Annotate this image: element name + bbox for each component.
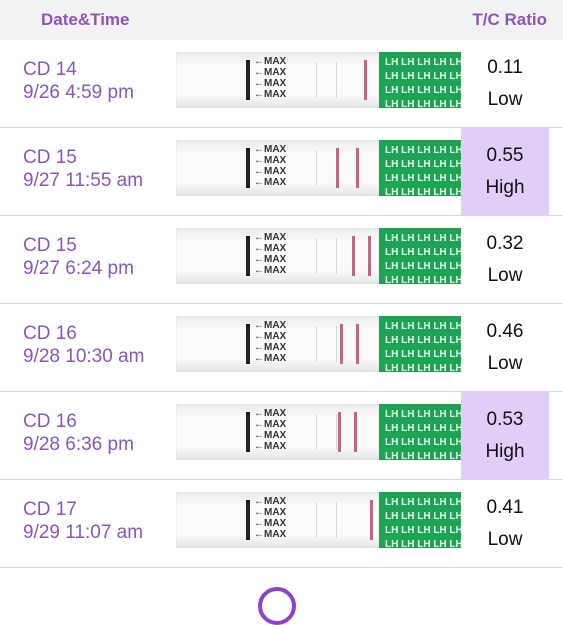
ratio-cell: 0.55 High (461, 128, 549, 216)
list-item[interactable]: CD 16 9/28 6:36 pm ←MAX ←MAX ←MAX ←MAX LH L… (0, 392, 563, 480)
strip-divider (316, 150, 317, 186)
test-line (370, 500, 373, 540)
strip-max-arrows: ←MAX ←MAX ←MAX ←MAX (254, 56, 287, 100)
strip-max-bar (246, 412, 250, 452)
ratio-value: 0.53 (486, 409, 524, 430)
strip-max-bar (246, 236, 250, 276)
test-time: 9/28 6:36 pm (23, 434, 134, 455)
ratio-cell: 0.32 Low (461, 216, 549, 304)
strip-brand-area: LH LH LH LH LH LH LH LH LH LH LH LH LH L… (379, 316, 461, 372)
test-strip-image: ←MAX ←MAX ←MAX ←MAX LH LH LH LH LH LH LH … (176, 228, 461, 284)
list-item[interactable]: CD 15 9/27 11:55 am ←MAX ←MAX ←MAX ←MAX LH … (0, 128, 563, 216)
test-line (340, 324, 343, 364)
cycle-day: CD 17 (23, 499, 77, 520)
ratio-value: 0.46 (486, 321, 524, 342)
test-strip-image: ←MAX ←MAX ←MAX ←MAX LH LH LH LH LH LH LH … (176, 404, 461, 460)
level-label: Low (487, 353, 523, 374)
test-strip-image: ←MAX ←MAX ←MAX ←MAX LH LH LH LH LH LH LH … (176, 492, 461, 548)
list-header: Date&Time T/C Ratio (0, 0, 563, 40)
test-datetime: CD 14 9/26 4:59 pm (23, 58, 134, 104)
test-datetime: CD 17 9/29 11:07 am (23, 498, 143, 544)
strip-max-bar (246, 148, 250, 188)
strip-divider (336, 502, 337, 538)
strip-brand-area: LH LH LH LH LH LH LH LH LH LH LH LH LH L… (379, 404, 461, 460)
test-datetime: CD 15 9/27 6:24 pm (23, 234, 134, 280)
strip-brand-area: LH LH LH LH LH LH LH LH LH LH LH LH LH L… (379, 228, 461, 284)
ratio-column-header: T/C Ratio (472, 10, 547, 29)
cycle-day: CD 16 (23, 411, 77, 432)
test-list: CD 14 9/26 4:59 pm ←MAX ←MAX ←MAX ←MAX LH L… (0, 40, 563, 568)
strip-divider (336, 62, 337, 98)
control-line (356, 148, 359, 188)
test-line (352, 236, 355, 276)
test-line (338, 412, 341, 452)
cycle-day: CD 14 (23, 59, 77, 80)
list-item[interactable]: CD 17 9/29 11:07 am ←MAX ←MAX ←MAX ←MAX LH … (0, 480, 563, 568)
level-label: Low (487, 89, 523, 110)
test-strip-image: ←MAX ←MAX ←MAX ←MAX LH LH LH LH LH LH LH … (176, 140, 461, 196)
strip-max-arrows: ←MAX ←MAX ←MAX ←MAX (254, 408, 287, 452)
strip-max-arrows: ←MAX ←MAX ←MAX ←MAX (254, 496, 287, 540)
test-strip-image: ←MAX ←MAX ←MAX ←MAX LH LH LH LH LH LH LH … (176, 52, 461, 108)
strip-brand-area: LH LH LH LH LH LH LH LH LH LH LH LH LH L… (379, 52, 461, 108)
strip-max-bar (246, 324, 250, 364)
strip-divider (336, 414, 337, 450)
strip-max-bar (246, 500, 250, 540)
level-label: Low (487, 529, 523, 550)
ratio-value: 0.11 (487, 57, 523, 78)
level-label: High (485, 177, 525, 198)
datetime-column-header: Date&Time (41, 10, 130, 29)
control-line (364, 60, 367, 100)
test-time: 9/28 10:30 am (23, 346, 145, 367)
test-datetime: CD 16 9/28 10:30 am (23, 322, 144, 368)
cycle-day: CD 15 (23, 147, 77, 168)
test-time: 9/26 4:59 pm (23, 82, 134, 103)
list-item[interactable]: CD 15 9/27 6:24 pm ←MAX ←MAX ←MAX ←MAX LH L… (0, 216, 563, 304)
strip-divider (316, 414, 317, 450)
control-line (354, 412, 357, 452)
level-label: Low (487, 265, 523, 286)
cycle-day: CD 16 (23, 323, 77, 344)
test-datetime: CD 16 9/28 6:36 pm (23, 410, 134, 456)
test-line (336, 148, 339, 188)
level-label: High (485, 441, 525, 462)
test-time: 9/27 11:55 am (23, 170, 144, 191)
strip-divider (316, 238, 317, 274)
ratio-cell: 0.53 High (461, 392, 549, 480)
strip-divider (316, 62, 317, 98)
test-strip-image: ←MAX ←MAX ←MAX ←MAX LH LH LH LH LH LH LH … (176, 316, 461, 372)
ratio-value: 0.32 (486, 233, 524, 254)
ratio-cell: 0.41 Low (461, 480, 549, 568)
control-line (368, 236, 371, 276)
strip-brand-area: LH LH LH LH LH LH LH LH LH LH LH LH LH L… (379, 140, 461, 196)
strip-max-arrows: ←MAX ←MAX ←MAX ←MAX (254, 144, 287, 188)
test-datetime: CD 15 9/27 11:55 am (23, 146, 143, 192)
test-time: 9/27 6:24 pm (23, 258, 134, 279)
strip-divider (316, 326, 317, 362)
strip-divider (336, 238, 337, 274)
ratio-cell: 0.11 Low (461, 40, 549, 128)
control-line (356, 324, 359, 364)
ratio-value: 0.41 (486, 497, 524, 518)
test-time: 9/29 11:07 am (23, 522, 144, 543)
ratio-cell: 0.46 Low (461, 304, 549, 392)
strip-max-arrows: ←MAX ←MAX ←MAX ←MAX (254, 320, 287, 364)
strip-brand-area: LH LH LH LH LH LH LH LH LH LH LH LH LH L… (379, 492, 461, 548)
strip-divider (316, 502, 317, 538)
strip-max-arrows: ←MAX ←MAX ←MAX ←MAX (254, 232, 287, 276)
list-item[interactable]: CD 16 9/28 10:30 am ←MAX ←MAX ←MAX ←MAX LH … (0, 304, 563, 392)
list-item[interactable]: CD 14 9/26 4:59 pm ←MAX ←MAX ←MAX ←MAX LH L… (0, 40, 563, 128)
strip-max-bar (246, 60, 250, 100)
cycle-day: CD 15 (23, 235, 77, 256)
strip-divider (336, 326, 337, 362)
capture-button[interactable] (258, 587, 296, 625)
ratio-value: 0.55 (486, 145, 524, 166)
